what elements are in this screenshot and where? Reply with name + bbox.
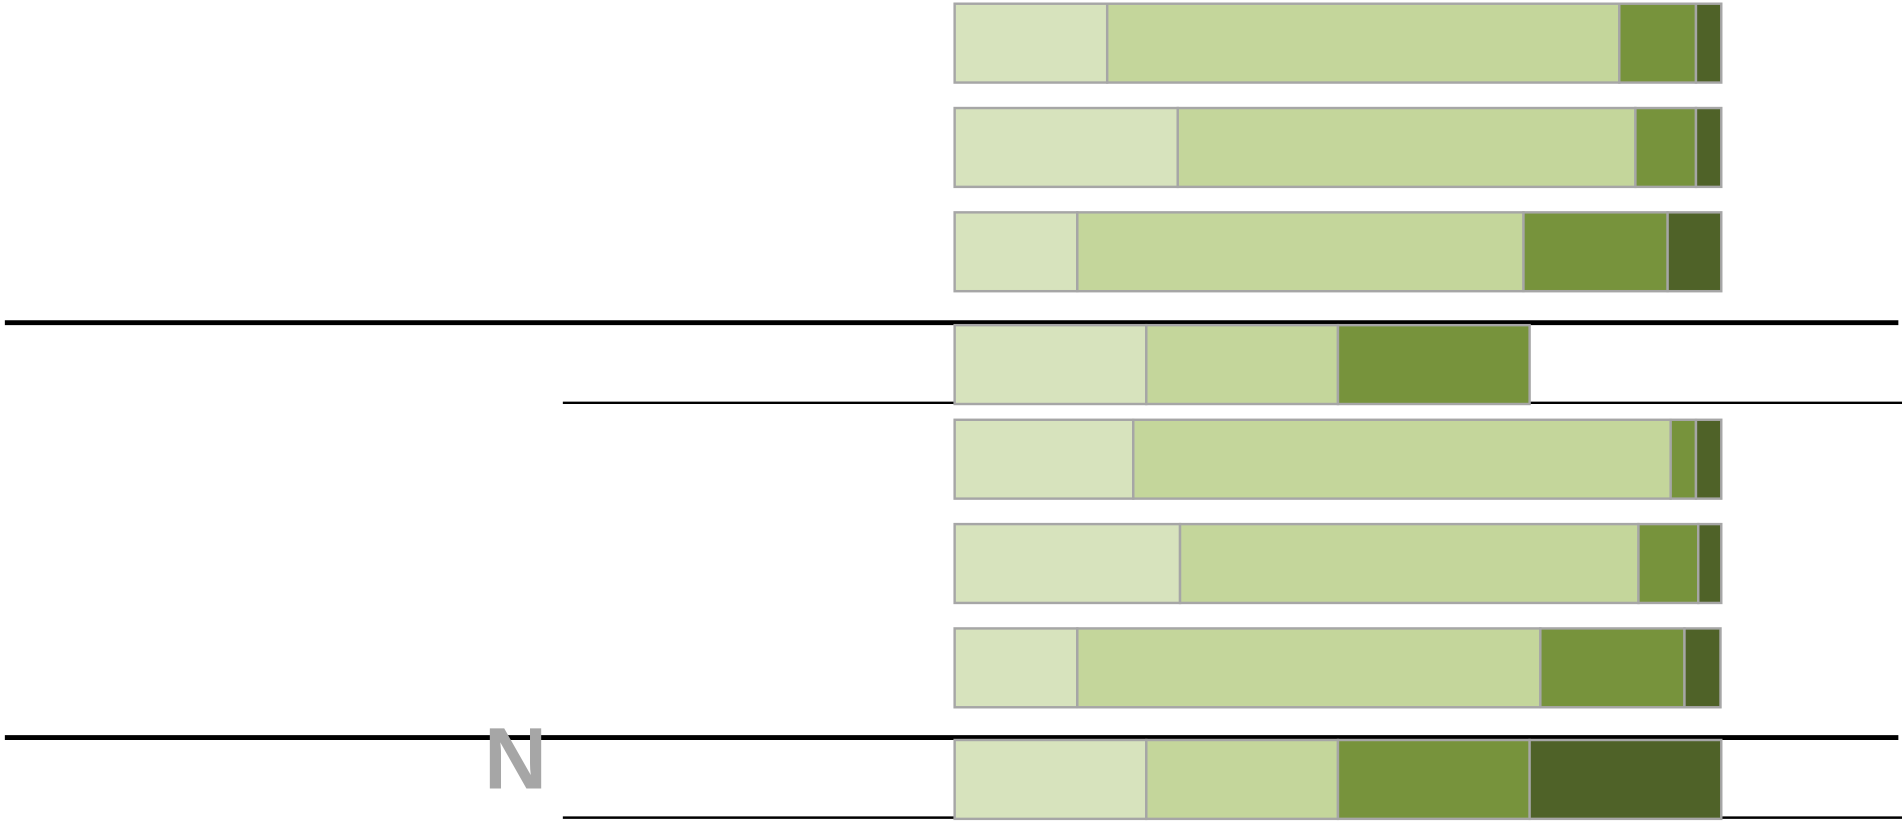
bar-segment: [953, 323, 1148, 406]
bar-segment: [1145, 738, 1340, 821]
bar-segment: [1076, 211, 1525, 293]
bar-segment: [1694, 106, 1723, 189]
bar-segment: [1697, 522, 1723, 605]
bar-segment: [1105, 2, 1621, 84]
bar-segment: [953, 2, 1109, 84]
bar-segment: [1637, 522, 1700, 605]
bar-segment: [1336, 738, 1531, 821]
bar-segment: [1178, 522, 1640, 605]
bar-segment: [1666, 211, 1723, 293]
bar-segment: [953, 522, 1182, 605]
annotation: N: [484, 710, 547, 808]
bar-segment: [1145, 323, 1340, 406]
bar-segment: [1528, 738, 1723, 821]
bar-segment: [1683, 627, 1722, 709]
bar-segment: [1522, 211, 1669, 293]
bar-segment: [1336, 323, 1531, 406]
bar-segment: [1669, 418, 1698, 500]
bar-segment: [1694, 418, 1723, 500]
bar-segment: [1618, 2, 1698, 84]
bar-segment: [1076, 627, 1542, 709]
bar-segment: [1132, 418, 1672, 500]
bar-segment: [953, 627, 1079, 709]
bar-segment: [953, 211, 1079, 293]
bar-segment: [953, 738, 1148, 821]
bar-segment: [1634, 106, 1698, 189]
bar-segment: [953, 106, 1179, 189]
bar-segment: [1694, 2, 1723, 84]
bar-segment: [1539, 627, 1686, 709]
bar-segment: [1176, 106, 1637, 189]
bar-segment: [953, 418, 1135, 500]
